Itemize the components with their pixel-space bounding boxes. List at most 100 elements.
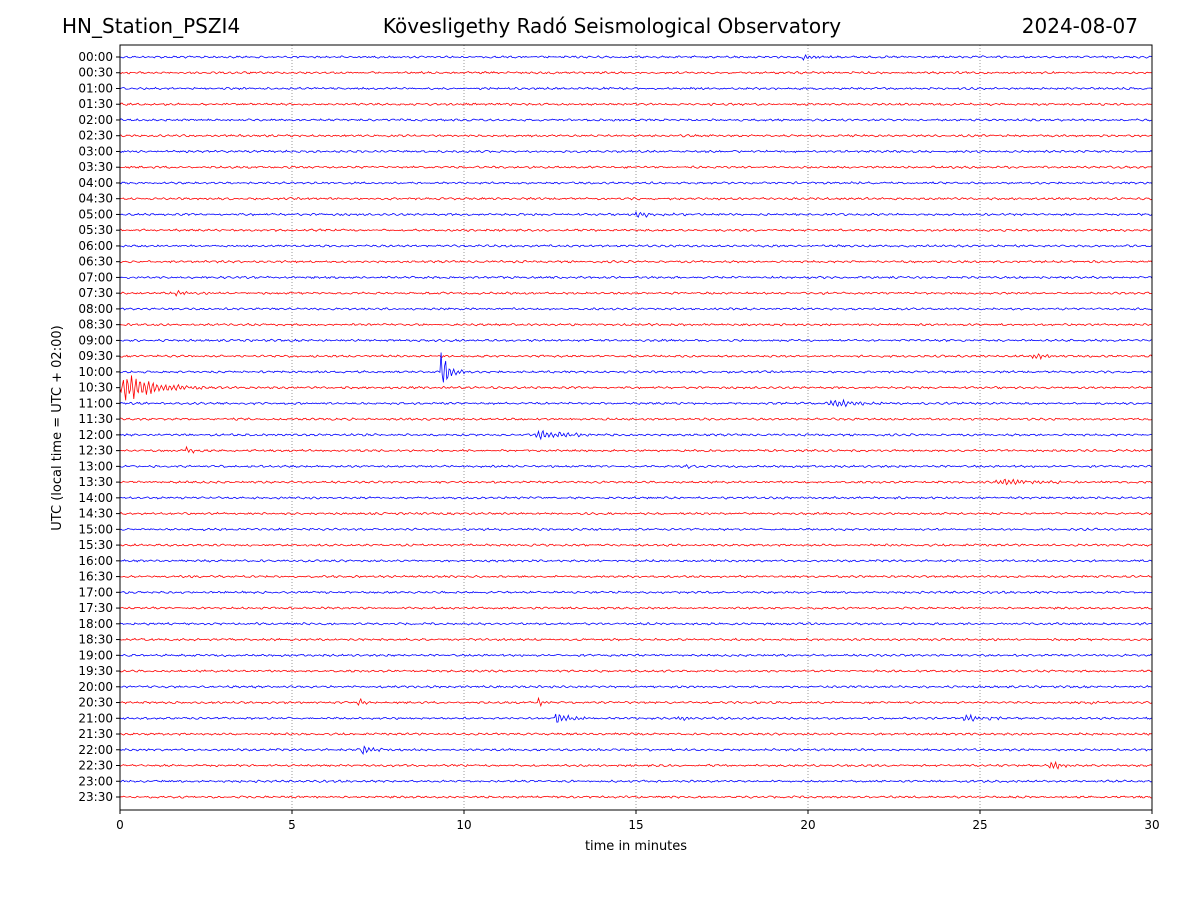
- trace-1700: [119, 590, 1153, 595]
- trace-0500: [119, 210, 1153, 218]
- trace-0430: [119, 196, 1153, 201]
- trace-1830: [119, 637, 1153, 642]
- trace-0230: [119, 133, 1153, 138]
- y-tick-label: 03:30: [78, 160, 113, 174]
- y-tick-label: 18:30: [78, 633, 113, 647]
- x-axis-ticks: 0 5 10 15 20 25 30: [116, 810, 1160, 832]
- trace-1000: [119, 352, 1153, 383]
- y-tick-label: 08:00: [78, 302, 113, 316]
- trace-1130: [119, 417, 1153, 421]
- trace-2000: [119, 685, 1153, 689]
- y-tick-label: 01:30: [78, 97, 113, 111]
- trace-0830: [119, 322, 1153, 327]
- y-tick-label: 17:00: [78, 585, 113, 599]
- trace-1200: [119, 429, 1153, 441]
- y-tick-label: 21:00: [78, 711, 113, 725]
- y-tick-label: 23:00: [78, 774, 113, 788]
- traces: [119, 54, 1153, 799]
- y-tick-label: 06:30: [78, 255, 113, 269]
- y-tick-label: 10:30: [78, 381, 113, 395]
- y-tick-label: 15:30: [78, 538, 113, 552]
- trace-0630: [119, 259, 1153, 264]
- x-tick-label: 20: [800, 818, 815, 832]
- y-tick-label: 06:00: [78, 239, 113, 253]
- y-tick-label: 11:30: [78, 412, 113, 426]
- y-tick-label: 16:00: [78, 554, 113, 568]
- y-tick-label: 09:30: [78, 349, 113, 363]
- trace-1930: [119, 669, 1153, 673]
- trace-2030: [119, 696, 1153, 708]
- y-tick-label: 08:30: [78, 318, 113, 332]
- y-tick-label: 04:30: [78, 192, 113, 206]
- y-tick-label: 03:00: [78, 144, 113, 158]
- trace-0730: [119, 289, 1153, 297]
- y-tick-label: 02:30: [78, 129, 113, 143]
- trace-1600: [119, 559, 1153, 563]
- trace-0000: [119, 54, 1153, 62]
- y-tick-label: 09:00: [78, 333, 113, 347]
- y-tick-label: 15:00: [78, 522, 113, 536]
- trace-1400: [119, 496, 1153, 500]
- trace-0530: [120, 228, 1153, 232]
- x-axis-label: time in minutes: [585, 839, 687, 854]
- trace-0330: [119, 165, 1153, 169]
- trace-0600: [119, 244, 1153, 248]
- y-tick-label: 10:00: [78, 365, 113, 379]
- trace-1530: [119, 543, 1153, 547]
- grid-lines: [291, 45, 981, 810]
- trace-0930: [119, 353, 1153, 361]
- y-tick-label: 14:30: [78, 507, 113, 521]
- y-tick-label: 12:00: [78, 428, 113, 442]
- y-tick-label: 23:30: [78, 790, 113, 804]
- trace-0400: [119, 181, 1153, 185]
- y-tick-label: 13:30: [78, 475, 113, 489]
- trace-1900: [119, 653, 1153, 658]
- y-tick-label: 13:00: [78, 459, 113, 473]
- trace-1300: [119, 464, 1153, 470]
- x-tick-label: 30: [1144, 818, 1159, 832]
- trace-1030: [119, 375, 1153, 401]
- trace-0030: [119, 70, 1153, 75]
- trace-0100: [119, 86, 1153, 91]
- y-tick-label: 16:30: [78, 570, 113, 584]
- trace-2100: [119, 713, 1153, 723]
- trace-1100: [119, 398, 1152, 408]
- trace-2130: [119, 732, 1153, 736]
- trace-1800: [119, 621, 1152, 626]
- y-axis-label: UTC (local time = UTC + 02:00): [50, 325, 65, 530]
- y-tick-label: 05:30: [78, 223, 113, 237]
- y-tick-label: 20:30: [78, 696, 113, 710]
- x-tick-label: 5: [288, 818, 296, 832]
- y-tick-label: 20:00: [78, 680, 113, 694]
- trace-0300: [119, 149, 1153, 154]
- y-tick-label: 11:00: [78, 396, 113, 410]
- trace-0700: [119, 275, 1153, 280]
- trace-0200: [119, 118, 1153, 122]
- y-tick-label: 02:00: [78, 113, 113, 127]
- y-tick-label: 05:00: [78, 207, 113, 221]
- trace-1230: [119, 445, 1153, 454]
- trace-1630: [120, 574, 1153, 579]
- y-tick-label: 14:00: [78, 491, 113, 505]
- trace-2200: [119, 745, 1153, 755]
- y-tick-label: 00:00: [78, 50, 113, 64]
- x-tick-label: 15: [628, 818, 643, 832]
- y-tick-label: 04:00: [78, 176, 113, 190]
- y-tick-label: 12:30: [78, 444, 113, 458]
- observatory-title: Kövesligethy Radó Seismological Observat…: [382, 14, 842, 38]
- trace-2300: [119, 779, 1153, 783]
- y-tick-label: 19:00: [78, 648, 113, 662]
- y-tick-label: 19:30: [78, 664, 113, 678]
- y-tick-label: 22:00: [78, 743, 113, 757]
- trace-0900: [119, 338, 1153, 343]
- trace-1730: [119, 606, 1153, 610]
- x-tick-label: 10: [456, 818, 471, 832]
- y-tick-label: 01:00: [78, 81, 113, 95]
- y-tick-label: 00:30: [78, 66, 113, 80]
- date-title: 2024-08-07: [1021, 14, 1138, 38]
- trace-0800: [119, 307, 1153, 311]
- trace-1430: [119, 511, 1152, 516]
- y-tick-label: 22:30: [78, 759, 113, 773]
